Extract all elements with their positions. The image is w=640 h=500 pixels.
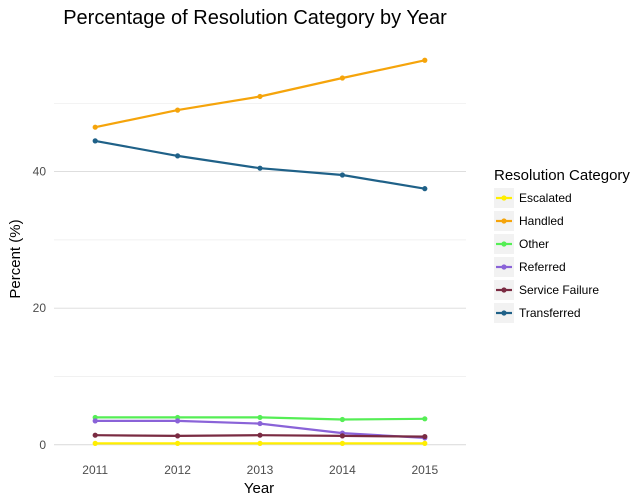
- y-tick-label: 0: [39, 438, 46, 452]
- legend-point-other: [501, 241, 507, 247]
- data-point-escalated: [92, 440, 98, 446]
- legend-point-referred: [501, 264, 507, 270]
- legend-point-service-failure: [501, 287, 507, 293]
- legend-title: Resolution Category: [494, 167, 630, 184]
- series-line-handled: [94, 59, 426, 129]
- y-axis-title: Percent (%): [7, 219, 24, 298]
- legend-label-other: Other: [519, 237, 549, 251]
- data-point-referred: [92, 418, 98, 424]
- legend-label-handled: Handled: [519, 214, 564, 228]
- data-point-transferred: [175, 153, 181, 159]
- legend-point-transferred: [501, 310, 507, 316]
- data-point-service-failure: [257, 432, 263, 438]
- data-point-escalated: [257, 440, 263, 446]
- x-tick-label: 2013: [247, 463, 274, 477]
- legend-point-handled: [501, 218, 507, 224]
- legend-label-service-failure: Service Failure: [519, 283, 599, 297]
- data-point-escalated: [422, 440, 428, 446]
- x-tick-label: 2012: [164, 463, 191, 477]
- data-point-handled: [422, 57, 428, 63]
- data-point-service-failure: [175, 433, 181, 439]
- legend-label-referred: Referred: [519, 260, 566, 274]
- legend-point-escalated: [501, 195, 507, 201]
- data-point-handled: [257, 93, 263, 100]
- data-point-transferred: [92, 138, 98, 144]
- data-point-service-failure: [422, 433, 428, 440]
- data-point-transferred: [339, 172, 345, 178]
- chart-title: Percentage of Resolution Category by Yea…: [63, 7, 447, 29]
- data-point-handled: [92, 124, 98, 130]
- plot-area: 0 20 40 2011 2012 2013 2014 2015: [33, 57, 466, 477]
- y-tick-label: 20: [33, 301, 47, 315]
- x-tick-label: 2015: [411, 463, 438, 477]
- data-point-handled: [339, 75, 345, 81]
- data-point-referred: [257, 420, 263, 427]
- data-point-other: [422, 416, 428, 422]
- data-point-other: [257, 414, 263, 421]
- data-point-referred: [175, 418, 181, 424]
- x-tick-label: 2014: [329, 463, 356, 477]
- legend-label-escalated: Escalated: [519, 191, 572, 205]
- data-point-transferred: [257, 165, 263, 171]
- data-point-service-failure: [339, 433, 345, 439]
- legend-label-transferred: Transferred: [519, 306, 581, 320]
- legend: Resolution Category Escalated Handled Othe…: [494, 167, 630, 323]
- data-point-service-failure: [92, 432, 98, 438]
- series-line-transferred: [94, 139, 426, 190]
- data-point-other: [339, 416, 345, 423]
- y-tick-label: 40: [33, 165, 47, 179]
- data-point-handled: [175, 107, 181, 113]
- x-axis-title: Year: [244, 480, 274, 497]
- data-point-transferred: [422, 186, 428, 192]
- x-tick-label: 2011: [82, 463, 108, 477]
- data-point-escalated: [339, 440, 345, 446]
- data-point-escalated: [175, 440, 181, 446]
